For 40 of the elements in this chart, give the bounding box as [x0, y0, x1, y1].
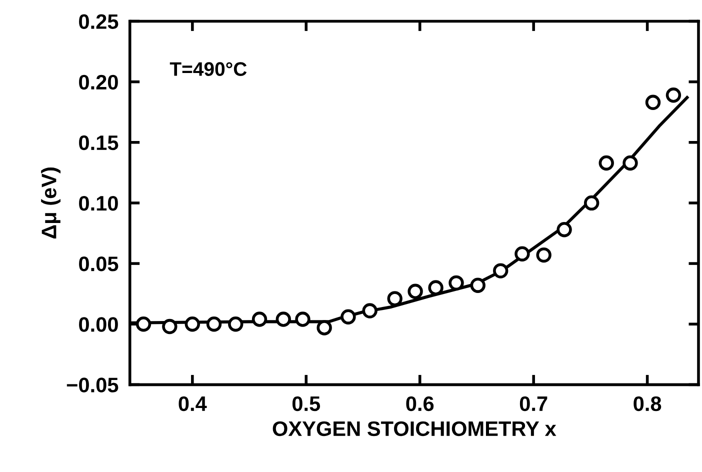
x-axis-title: OXYGEN STOICHIOMETRY x — [272, 421, 556, 436]
point — [514, 246, 530, 262]
x-tick-label: 0.5 — [292, 396, 320, 412]
point — [536, 247, 552, 263]
point — [340, 309, 356, 324]
point — [666, 88, 682, 103]
point — [387, 291, 402, 306]
point — [408, 284, 423, 299]
point — [470, 278, 486, 293]
point — [448, 275, 464, 291]
point — [184, 316, 200, 332]
x-tick-label: 0.8 — [634, 396, 662, 412]
y-tick-label: −0.05 — [66, 378, 118, 392]
point — [228, 316, 244, 332]
point — [316, 320, 332, 336]
y-tick-label: 0.10 — [79, 196, 118, 211]
x-tick-label: 0.4 — [178, 396, 207, 412]
point — [584, 195, 600, 211]
y-tick-label: 0.00 — [79, 317, 118, 332]
point — [136, 316, 152, 332]
point — [252, 312, 268, 327]
point — [276, 312, 291, 327]
point — [362, 303, 378, 318]
y-tick-label: 0.15 — [79, 135, 118, 150]
annotation: T=490°C — [170, 62, 247, 76]
point — [598, 155, 614, 171]
point — [206, 316, 222, 332]
x-tick-label: 0.7 — [520, 396, 548, 412]
point — [162, 318, 178, 334]
point — [622, 155, 638, 171]
y-tick-label: 0.25 — [79, 14, 118, 29]
point — [645, 94, 661, 110]
x-tick-label: 0.6 — [406, 396, 434, 412]
y-tick-label: 0.20 — [79, 74, 118, 90]
point — [493, 263, 508, 278]
y-axis-title: Δμ (eV) — [41, 168, 60, 239]
point — [428, 280, 444, 296]
point — [556, 222, 572, 238]
y-tick-label: 0.05 — [79, 256, 118, 272]
point — [295, 312, 310, 327]
